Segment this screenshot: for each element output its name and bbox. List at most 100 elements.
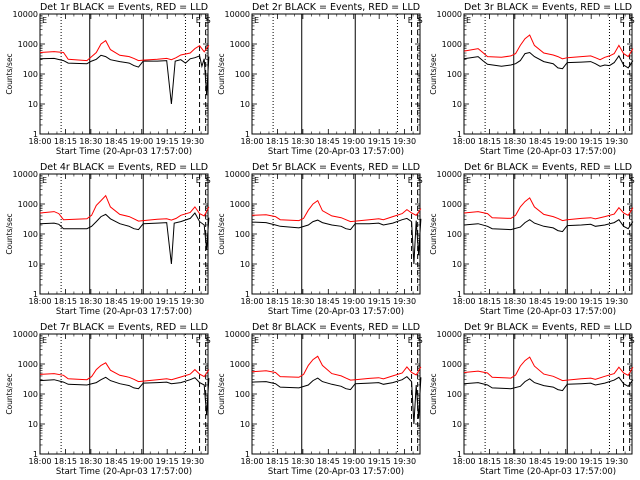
y-tick-label: 10000 — [13, 330, 38, 339]
x-tick-label: 19:15 — [368, 297, 391, 306]
y-tick-label: 10000 — [225, 330, 250, 339]
x-tick-label: 19:15 — [156, 137, 179, 146]
x-tick-label: 18:15 — [478, 457, 501, 466]
marker-label-start: E — [254, 176, 259, 185]
y-tick-label: 1 — [457, 130, 462, 139]
x-tick-label: 18:30 — [291, 297, 314, 306]
y-axis-label: Counts/sec — [5, 53, 14, 94]
marker-label: S — [206, 336, 211, 345]
x-tick-label: 18:30 — [503, 457, 526, 466]
y-axis-label: Counts/sec — [429, 53, 438, 94]
x-tick-label: 19:30 — [393, 297, 416, 306]
y-axis-label: Counts/sec — [217, 53, 226, 94]
series-events-line — [251, 217, 422, 265]
marker-label: E — [196, 176, 201, 185]
marker-label: E — [408, 176, 413, 185]
x-tick-label: 19:15 — [156, 457, 179, 466]
x-tick-label: 19:00 — [554, 297, 577, 306]
series-events-line — [251, 375, 422, 425]
series-events-line — [463, 376, 634, 392]
x-tick-label: 18:00 — [240, 457, 263, 466]
x-tick-label: 18:30 — [503, 297, 526, 306]
x-tick-label: 18:00 — [240, 297, 263, 306]
y-tick-label: 100 — [235, 70, 250, 79]
y-tick-label: 10000 — [437, 10, 462, 19]
series-lld-line — [39, 39, 210, 62]
x-axis-label: Start Time (20-Apr-03 17:57:00) — [268, 307, 404, 317]
x-tick-label: 18:45 — [317, 297, 340, 306]
x-axis-label: Start Time (20-Apr-03 17:57:00) — [56, 307, 192, 317]
x-tick-label: 18:15 — [478, 137, 501, 146]
x-tick-label: 19:00 — [342, 297, 365, 306]
panel-det-4r: Det 4r BLACK = Events, RED = LLD 1 10 100 10… — [5, 162, 211, 317]
y-tick-label: 1 — [245, 290, 250, 299]
x-axis-label: Start Time (20-Apr-03 17:57:00) — [480, 147, 616, 157]
x-axis-label: Start Time (20-Apr-03 17:57:00) — [268, 467, 404, 477]
x-tick-label: 19:00 — [342, 137, 365, 146]
marker-label: E — [408, 16, 413, 25]
x-tick-label: 19:30 — [605, 137, 628, 146]
panel-det-2r: Det 2r BLACK = Events, RED = LLD 1 10 100 10… — [217, 2, 423, 157]
y-tick-label: 1000 — [230, 40, 250, 49]
y-tick-label: 1 — [457, 290, 462, 299]
x-tick-label: 18:00 — [452, 137, 475, 146]
x-tick-label: 18:00 — [28, 297, 51, 306]
y-tick-label: 100 — [235, 230, 250, 239]
y-tick-label: 1 — [457, 450, 462, 459]
x-tick-label: 18:15 — [266, 457, 289, 466]
series-events-line — [463, 219, 634, 233]
x-tick-label: 18:45 — [317, 457, 340, 466]
x-axis-label: Start Time (20-Apr-03 17:57:00) — [480, 467, 616, 477]
marker-label: S — [630, 336, 635, 345]
marker-label: E — [196, 16, 201, 25]
panel-title: Det 9r BLACK = Events, RED = LLD — [464, 322, 632, 333]
x-tick-label: 19:30 — [393, 457, 416, 466]
y-tick-label: 1000 — [18, 360, 38, 369]
x-axis-label: Start Time (20-Apr-03 17:57:00) — [480, 307, 616, 317]
panel-det-8r: Det 8r BLACK = Events, RED = LLD 1 10 100 10… — [217, 322, 423, 477]
y-tick-label: 10 — [452, 260, 462, 269]
marker-label: S — [206, 176, 211, 185]
series-lld-line — [463, 197, 634, 222]
plot-frame — [251, 173, 421, 295]
x-tick-label: 18:30 — [291, 137, 314, 146]
panel-det-9r: Det 9r BLACK = Events, RED = LLD 1 10 100 10… — [429, 322, 635, 477]
y-tick-label: 10 — [28, 260, 38, 269]
plot-frame — [39, 13, 209, 135]
panel-title: Det 7r BLACK = Events, RED = LLD — [40, 322, 208, 333]
panel-det-3r: Det 3r BLACK = Events, RED = LLD 1 10 100 10… — [429, 2, 635, 157]
panel-det-6r: Det 6r BLACK = Events, RED = LLD 1 10 100 10… — [429, 162, 635, 317]
panel-title: Det 3r BLACK = Events, RED = LLD — [464, 2, 632, 13]
x-axis-label: Start Time (20-Apr-03 17:57:00) — [56, 147, 192, 157]
marker-label: E — [620, 176, 625, 185]
series-lld-line — [463, 356, 634, 382]
panel-title: Det 5r BLACK = Events, RED = LLD — [252, 162, 420, 173]
marker-label: S — [206, 16, 211, 25]
y-axis-label: Counts/sec — [5, 213, 14, 254]
marker-label-start: E — [42, 336, 47, 345]
marker-label: S — [418, 176, 423, 185]
plot-frame — [463, 173, 633, 295]
marker-label: S — [630, 176, 635, 185]
x-tick-label: 18:15 — [54, 457, 77, 466]
series-lld-line — [251, 199, 422, 223]
x-tick-label: 19:30 — [605, 297, 628, 306]
series-events-line — [39, 54, 210, 105]
x-tick-label: 19:15 — [156, 297, 179, 306]
y-tick-label: 10000 — [13, 10, 38, 19]
panel-title: Det 8r BLACK = Events, RED = LLD — [252, 322, 420, 333]
x-tick-label: 19:30 — [181, 137, 204, 146]
marker-label-start: E — [254, 16, 259, 25]
y-tick-label: 1000 — [442, 40, 462, 49]
y-tick-label: 1 — [245, 130, 250, 139]
series-events-line — [39, 212, 210, 265]
x-axis-label: Start Time (20-Apr-03 17:57:00) — [56, 467, 192, 477]
y-tick-label: 10 — [240, 100, 250, 109]
marker-label: E — [408, 336, 413, 345]
y-tick-label: 10000 — [225, 10, 250, 19]
marker-label: S — [418, 336, 423, 345]
y-tick-label: 10 — [28, 100, 38, 109]
x-tick-label: 18:45 — [105, 137, 128, 146]
x-tick-label: 19:15 — [580, 457, 603, 466]
x-tick-label: 18:45 — [529, 137, 552, 146]
